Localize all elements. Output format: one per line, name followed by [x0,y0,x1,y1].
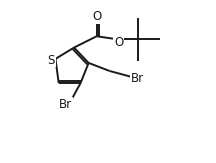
Text: O: O [114,36,123,49]
Text: Br: Br [59,97,72,111]
Text: S: S [47,54,55,67]
Text: O: O [92,10,101,23]
Text: Br: Br [130,72,144,85]
